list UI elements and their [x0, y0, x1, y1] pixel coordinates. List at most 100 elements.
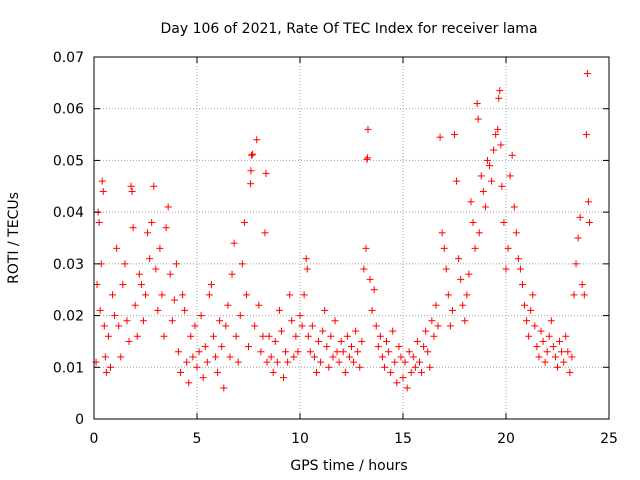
data-point	[399, 374, 407, 382]
data-point	[380, 363, 388, 371]
data-point	[426, 363, 434, 371]
data-point	[512, 229, 520, 237]
data-point	[500, 218, 508, 226]
data-point	[391, 358, 399, 366]
data-point	[100, 322, 108, 330]
data-point	[352, 327, 360, 335]
data-point	[220, 384, 228, 392]
x-tick-label: 15	[394, 431, 412, 447]
data-point	[247, 167, 255, 175]
data-point	[376, 332, 384, 340]
data-point	[335, 358, 343, 366]
data-point	[111, 312, 119, 320]
data-point	[488, 177, 496, 185]
data-point	[275, 306, 283, 314]
y-tick-label: 0	[75, 412, 84, 428]
data-point	[494, 125, 502, 133]
data-point	[263, 358, 271, 366]
data-point	[205, 291, 213, 299]
data-point	[245, 343, 252, 351]
data-point	[521, 301, 529, 309]
data-point	[303, 265, 311, 273]
data-point	[463, 291, 471, 299]
data-point	[481, 203, 489, 211]
data-point	[506, 172, 514, 180]
data-point	[150, 182, 158, 190]
data-point	[158, 291, 166, 299]
data-point	[467, 198, 475, 206]
data-point	[461, 317, 469, 325]
data-point	[438, 229, 446, 237]
data-point	[137, 281, 145, 289]
data-point	[187, 332, 195, 340]
data-point	[444, 291, 452, 299]
data-point	[127, 182, 135, 190]
data-point	[428, 317, 436, 325]
data-point	[397, 353, 405, 361]
data-point	[486, 162, 494, 170]
data-point	[298, 322, 306, 330]
data-point	[554, 363, 561, 371]
data-point	[364, 154, 372, 162]
data-point	[568, 353, 576, 361]
data-point	[516, 265, 524, 273]
x-axis-label: GPS time / hours	[290, 458, 407, 474]
data-point	[498, 182, 506, 190]
data-point	[160, 332, 168, 340]
data-point	[197, 312, 205, 320]
data-point	[446, 322, 454, 330]
data-point	[547, 317, 555, 325]
data-point	[420, 343, 428, 351]
data-point	[317, 358, 325, 366]
plot-frame	[93, 56, 610, 420]
data-point	[363, 155, 371, 163]
data-point	[453, 177, 461, 185]
data-point	[477, 172, 485, 180]
data-point	[310, 353, 318, 361]
data-point	[345, 353, 353, 361]
data-point	[364, 125, 372, 133]
data-point	[185, 379, 193, 387]
data-point	[582, 131, 590, 139]
data-point	[230, 239, 238, 247]
data-point	[378, 353, 386, 361]
data-point	[282, 348, 290, 356]
data-point	[560, 358, 568, 366]
data-point	[284, 358, 292, 366]
data-point	[545, 332, 553, 340]
data-point	[199, 374, 207, 382]
data-point	[101, 353, 109, 361]
y-tick-label: 0.06	[53, 102, 84, 118]
data-point	[405, 348, 413, 356]
data-point	[201, 343, 209, 351]
data-point	[308, 322, 316, 330]
data-point	[508, 151, 516, 159]
data-point	[232, 332, 240, 340]
data-point	[216, 317, 224, 325]
data-point	[212, 353, 220, 361]
data-point	[474, 115, 482, 123]
data-point	[183, 358, 191, 366]
data-point	[448, 306, 456, 314]
data-point	[128, 187, 136, 195]
data-point	[191, 322, 199, 330]
data-point	[203, 358, 211, 366]
data-point	[331, 317, 339, 325]
data-point	[525, 332, 533, 340]
data-point	[358, 337, 366, 345]
data-point	[372, 322, 380, 330]
data-point	[113, 244, 121, 252]
data-point	[273, 358, 281, 366]
data-point	[142, 291, 149, 299]
data-point	[269, 368, 277, 376]
data-point	[442, 265, 450, 273]
data-point	[385, 348, 393, 356]
data-point	[556, 337, 564, 345]
data-point	[366, 275, 374, 283]
data-point	[570, 291, 578, 299]
data-point	[350, 358, 358, 366]
data-point	[455, 255, 463, 263]
data-point	[290, 353, 298, 361]
data-point	[236, 312, 244, 320]
